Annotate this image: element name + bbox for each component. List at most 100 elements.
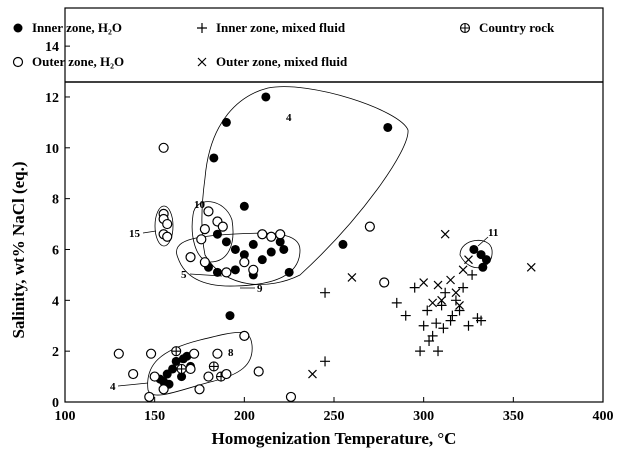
annotation: 9 [257, 283, 263, 295]
legend-marker [197, 57, 207, 67]
point [199, 224, 210, 235]
point [428, 298, 438, 308]
point [196, 234, 207, 245]
annotation: 8 [228, 347, 234, 359]
x-tick-label: 200 [234, 409, 255, 424]
point [433, 280, 443, 290]
point [194, 384, 205, 395]
point [447, 310, 458, 321]
point [149, 371, 160, 382]
point [212, 229, 222, 239]
point [239, 257, 250, 268]
legend-label: Country rock [479, 20, 555, 35]
x-tick-label: 250 [324, 409, 345, 424]
point [285, 391, 297, 403]
legend-marker [459, 22, 471, 34]
point [248, 264, 259, 275]
point [162, 231, 173, 242]
point [338, 239, 348, 249]
y-tick-label: 0 [52, 396, 59, 411]
legend-marker [12, 56, 24, 68]
point [177, 372, 187, 382]
point [266, 231, 277, 242]
point [320, 356, 331, 367]
zone-outlines [117, 86, 493, 396]
y-tick-label: 4 [52, 294, 59, 309]
point [458, 282, 469, 293]
point [217, 221, 228, 232]
point [221, 267, 232, 278]
point [347, 273, 357, 282]
point [308, 369, 317, 379]
point [469, 244, 479, 254]
point [221, 368, 232, 380]
point [436, 300, 447, 311]
point [185, 363, 196, 375]
point [253, 366, 264, 377]
point [257, 255, 267, 265]
point [178, 354, 188, 364]
point [419, 278, 429, 287]
x-tick-label: 350 [503, 409, 524, 424]
point [433, 346, 444, 357]
legend-marker [13, 23, 23, 33]
point [208, 361, 219, 372]
legend-marker [197, 23, 207, 33]
point [431, 318, 442, 329]
point [176, 363, 187, 374]
point [415, 346, 426, 357]
point [212, 348, 223, 359]
point [248, 239, 258, 249]
point [476, 315, 487, 326]
point [185, 252, 196, 263]
point [279, 244, 289, 254]
point [284, 267, 294, 277]
y-tick-label: 6 [52, 243, 59, 258]
point [171, 346, 182, 357]
x-tick-label: 100 [55, 409, 76, 424]
x-tick-label: 150 [144, 409, 165, 424]
point [464, 255, 473, 265]
y-tick-label: 10 [45, 142, 59, 157]
zone-10 [191, 201, 234, 263]
point [261, 92, 271, 102]
point [427, 330, 438, 341]
point [221, 117, 231, 127]
point [266, 247, 276, 257]
point [230, 265, 240, 275]
point [437, 295, 447, 305]
point [478, 262, 488, 272]
point [400, 310, 411, 321]
point [440, 229, 450, 239]
point [239, 201, 249, 211]
point [144, 391, 155, 403]
point [189, 348, 200, 359]
point [379, 277, 390, 288]
point [454, 305, 465, 316]
annotation: 10 [194, 199, 206, 211]
point [171, 356, 181, 366]
point [209, 153, 219, 163]
zone-15 [154, 205, 174, 247]
annotation: 11 [488, 227, 498, 239]
point [458, 265, 468, 275]
point [320, 287, 331, 298]
point [221, 237, 231, 247]
arrow [142, 230, 157, 234]
legend-label: Inner zone, mixed fluid [216, 20, 346, 35]
legend-label: Outer zone, mixed fluid [216, 54, 348, 69]
point [162, 218, 173, 230]
x-tick-label: 300 [413, 409, 434, 424]
annotation: 5 [181, 269, 187, 281]
point [230, 244, 240, 254]
point [424, 335, 435, 346]
y-tick-label: 12 [45, 91, 59, 106]
point [383, 122, 393, 132]
arrow [117, 382, 149, 387]
x-axis-label: Homogenization Temperature, °C [212, 429, 457, 448]
point [199, 257, 210, 268]
point [275, 229, 286, 240]
point [145, 348, 157, 359]
point [418, 320, 429, 331]
point [158, 142, 169, 153]
